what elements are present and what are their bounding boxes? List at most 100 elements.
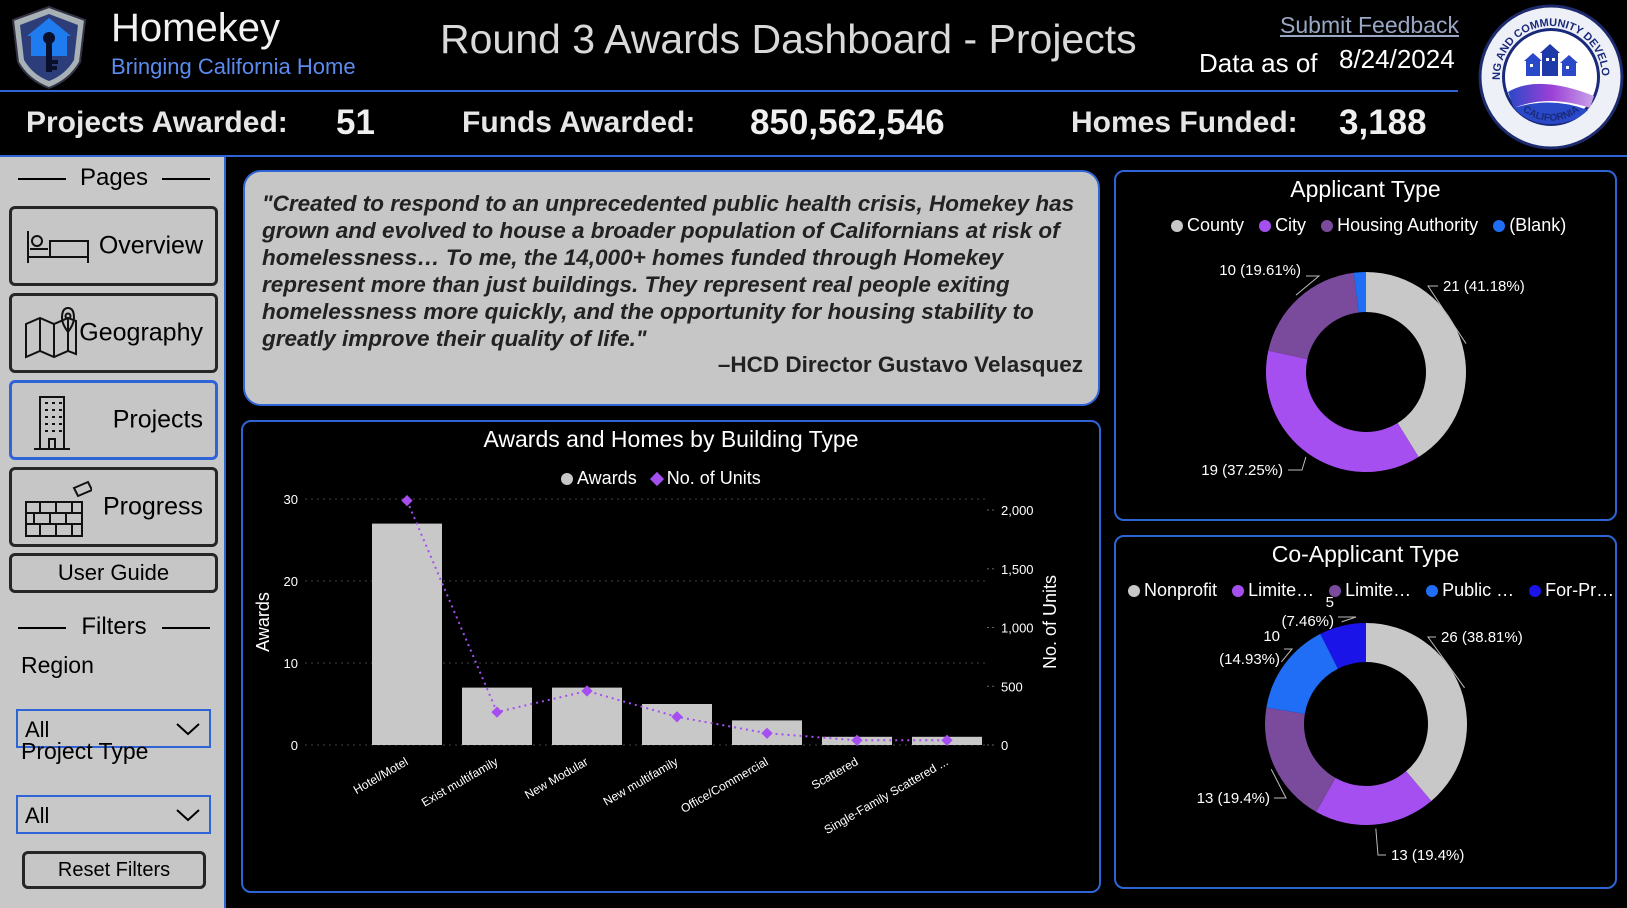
y2-tick-label: 1,500 <box>1001 562 1034 577</box>
kpi-funds-label: Funds Awarded: <box>462 106 696 139</box>
units-point <box>581 685 593 697</box>
legend-nonprofit: Nonprofit <box>1128 580 1217 600</box>
brand-tagline: Bringing California Home <box>111 54 356 79</box>
x-tick-label: Office/Commercial <box>678 754 770 815</box>
slice-leader-line <box>1280 648 1294 663</box>
slice-data-label: (14.93%) <box>1219 651 1280 668</box>
slice-data-label: 10 <box>1263 628 1280 645</box>
submit-feedback-link[interactable]: Submit Feedback <box>1280 12 1459 38</box>
co-applicant-type-title: Co-Applicant Type <box>1271 541 1460 567</box>
region-select[interactable]: All <box>16 709 211 748</box>
donut-slice <box>1353 272 1366 313</box>
brick-wall-icon <box>25 480 92 537</box>
donut-slice <box>1268 272 1359 360</box>
chevron-down-icon <box>176 723 200 736</box>
legend-units: No. of Units <box>649 468 761 488</box>
building-type-chart-title: Awards and Homes by Building Type <box>483 426 859 452</box>
slice-data-label: (7.46%) <box>1281 613 1334 630</box>
map-icon <box>25 306 77 359</box>
x-tick-label: Scattered <box>809 754 860 792</box>
hcd-seal-logo: HOUSING AND COMMUNITY DEVELOPMENT CALIFO… <box>1478 4 1624 150</box>
slice-data-label: 19 (37.25%) <box>1201 462 1283 479</box>
quote-author: –HCD Director Gustavo Velasquez <box>717 352 1083 377</box>
nav-overview-button[interactable]: Overview <box>9 206 218 286</box>
x-tick-label: New Modular <box>522 754 590 801</box>
slice-data-label: 5 <box>1326 594 1334 611</box>
quote-card: "Created to respond to an unprecedented … <box>243 170 1100 406</box>
slice-leader-line <box>1375 828 1386 856</box>
nav-projects-button[interactable]: Projects <box>9 380 218 460</box>
kpi-projects-label: Projects Awarded: <box>26 106 288 139</box>
legend-limited-2: Limite… <box>1329 580 1411 600</box>
slice-data-label: 26 (38.81%) <box>1441 629 1523 646</box>
co-applicant-type-panel: Co-Applicant Type Nonprofit Limite… Limi… <box>1114 535 1617 889</box>
reset-filters-button[interactable]: Reset Filters <box>22 851 206 889</box>
donut-slice <box>1266 350 1419 473</box>
legend-county: County <box>1171 215 1244 235</box>
donut-slice <box>1266 633 1338 714</box>
project-type-filter-label: Project Type <box>21 738 149 764</box>
nav-overview-label: Overview <box>98 231 203 260</box>
y-tick-label: 20 <box>284 574 298 589</box>
units-point <box>491 706 503 718</box>
applicant-type-panel: Applicant Type County City Housing Autho… <box>1114 170 1617 521</box>
legend-city: City <box>1259 215 1306 235</box>
applicant-type-title: Applicant Type <box>1290 176 1441 202</box>
donut-slice <box>1366 623 1467 802</box>
user-guide-button[interactable]: User Guide <box>9 553 218 593</box>
y-tick-label: 30 <box>284 492 298 507</box>
applicant-type-legend: County City Housing Authority (Blank) <box>1171 215 1576 236</box>
units-point <box>941 734 953 746</box>
building-type-legend: Awards No. of Units <box>561 468 771 489</box>
nav-projects-label: Projects <box>112 405 203 434</box>
donut-slice <box>1265 707 1336 812</box>
nav-geography-label: Geography <box>79 318 203 347</box>
brand-name: Homekey <box>111 6 280 50</box>
data-as-of-label: Data as of <box>1199 48 1318 78</box>
legend-awards: Awards <box>561 468 637 488</box>
nav-geography-button[interactable]: Geography <box>9 293 218 373</box>
kpi-funds-value: 850,562,546 <box>750 103 945 142</box>
co-applicant-type-legend: Nonprofit Limite… Limite… Public … For-P… <box>1128 580 1624 601</box>
applicant-type-donut: 21 (41.18%) 19 (37.25%) 10 (19.61%) <box>1201 262 1524 479</box>
pages-heading-label: Pages <box>79 164 149 191</box>
slice-data-label: 10 (19.61%) <box>1219 262 1301 279</box>
nav-progress-button[interactable]: Progress <box>9 467 218 547</box>
units-point <box>401 494 413 507</box>
units-point <box>761 727 773 739</box>
slice-leader-line <box>1338 616 1357 623</box>
slice-data-label: 13 (19.4%) <box>1391 847 1464 864</box>
chevron-down-icon <box>176 809 200 822</box>
donut-slice <box>1316 771 1432 825</box>
project-type-select[interactable]: All <box>16 795 211 834</box>
region-select-value: All <box>25 717 50 742</box>
building-type-chart-panel: Awards and Homes by Building Type Awards… <box>241 420 1101 893</box>
slice-leader-line <box>1427 636 1465 689</box>
kpi-homes-label: Homes Funded: <box>1071 106 1298 139</box>
y2-tick-label: 0 <box>1001 738 1008 753</box>
slice-leader-line <box>1295 275 1321 296</box>
y2-tick-label: 2,000 <box>1001 503 1034 518</box>
x-tick-label: Hotel/Motel <box>351 754 411 796</box>
y-tick-label: 0 <box>291 738 298 753</box>
donut-slice <box>1366 272 1466 458</box>
awards-bar <box>372 523 442 745</box>
nav-progress-label: Progress <box>102 492 203 521</box>
filters-heading-label: Filters <box>81 613 147 640</box>
donut-slice <box>1320 623 1366 669</box>
sidebar: Pages Overview Geography <box>0 157 226 908</box>
kpi-divider <box>0 155 1627 157</box>
project-type-select-value: All <box>25 803 50 828</box>
x-tick-label: New multifamily <box>601 754 681 808</box>
kpi-projects-value: 51 <box>336 103 375 142</box>
co-applicant-type-donut: 26 (38.81%) 13 (19.4%) 13 (19.4%) 10 (14.93%… <box>1197 594 1523 864</box>
legend-for-profit: For-Pr… <box>1529 580 1614 600</box>
page-title: Round 3 Awards Dashboard - Projects <box>440 16 1137 62</box>
header-divider <box>0 90 1458 92</box>
kpi-homes-value: 3,188 <box>1339 103 1427 142</box>
building-type-chart: 0 10 20 30 0 500 1,000 1,500 2,000 Awards No. of U… <box>253 492 1060 837</box>
x-tick-label: Exist multifamily <box>419 754 500 809</box>
y-axis-label: Awards <box>253 592 273 652</box>
slice-data-label: 13 (19.4%) <box>1197 790 1270 807</box>
units-point <box>851 734 863 746</box>
